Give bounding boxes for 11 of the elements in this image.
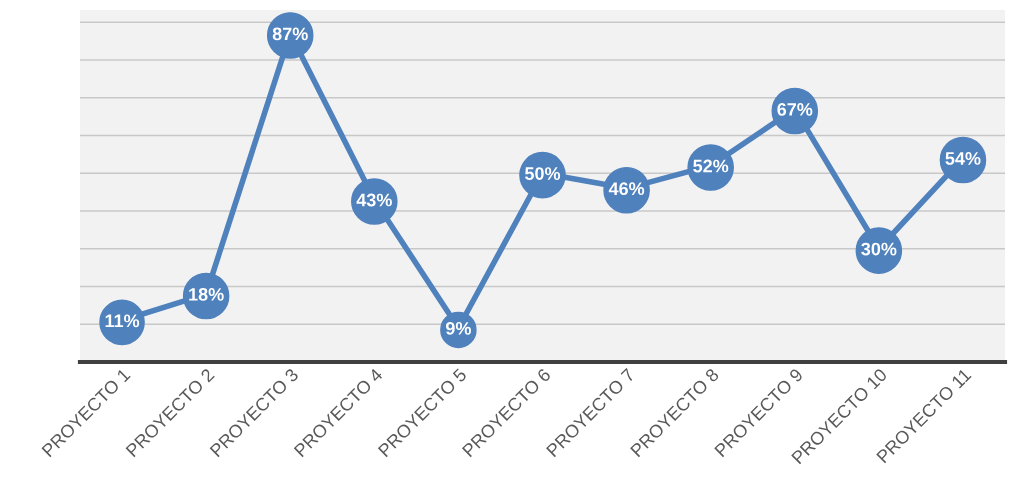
data-label: 30%: [861, 242, 897, 256]
data-label: 67%: [777, 103, 813, 116]
data-label: 9%: [445, 321, 471, 335]
data-label: 11%: [105, 314, 140, 328]
data-label: 50%: [524, 167, 561, 180]
data-label: 52%: [693, 159, 729, 173]
data-label: 54%: [945, 152, 981, 165]
data-label: 46%: [608, 182, 645, 196]
data-label: 43%: [356, 193, 392, 207]
data-label: 18%: [189, 287, 224, 301]
data-label: 87%: [272, 27, 308, 41]
